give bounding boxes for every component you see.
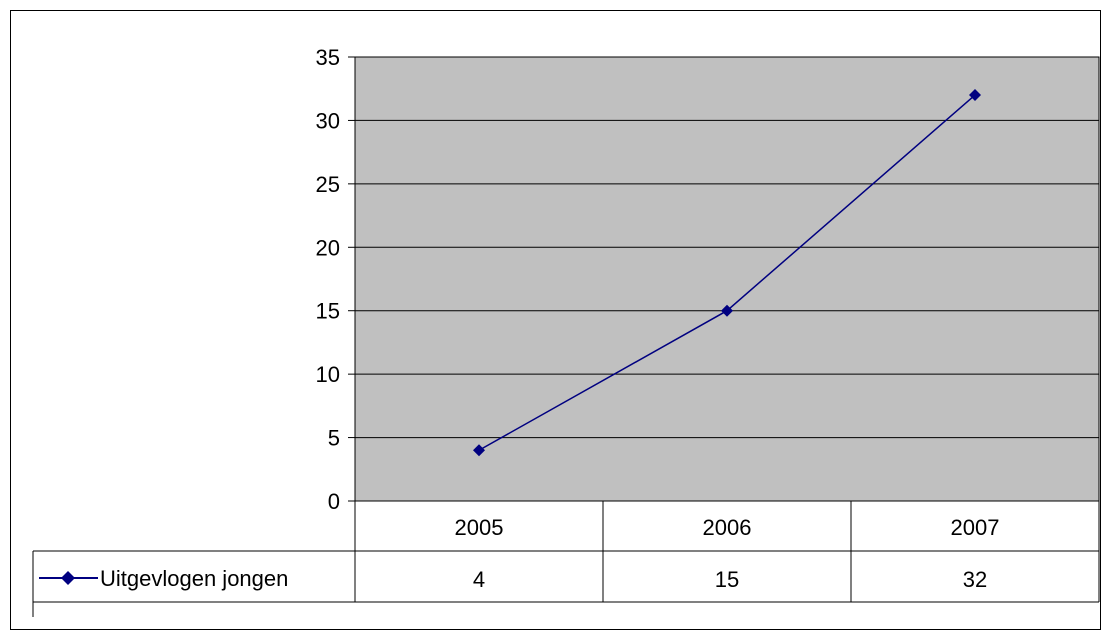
- data-point: [721, 304, 733, 317]
- table-value: 15: [715, 567, 739, 592]
- legend-series-name: Uitgevlogen jongen: [100, 566, 288, 591]
- data-table: 2005 2006 2007 Uitgevlogen jongen 4 15 32: [32, 500, 1100, 617]
- y-tick-label: 35: [316, 45, 340, 70]
- y-tick-label: 10: [316, 362, 340, 387]
- legend-key-marker: [61, 571, 75, 585]
- y-tick-label: 25: [316, 172, 340, 197]
- gridlines: [355, 56, 1099, 439]
- table-value: 32: [963, 567, 987, 592]
- y-axis-ticks: 0 5 10 15 20 25 30 35: [316, 45, 355, 514]
- y-tick-label: 15: [316, 299, 340, 324]
- y-tick-label: 0: [328, 489, 340, 514]
- y-tick-label: 20: [316, 235, 340, 260]
- data-point: [473, 444, 485, 457]
- y-tick-label: 5: [328, 426, 340, 451]
- y-tick-label: 30: [316, 108, 340, 133]
- data-point: [969, 89, 981, 102]
- line-chart: 0 5 10 15 20 25 30 35 2005 2006 2007 Uitgevlogen j…: [32, 45, 1100, 617]
- x-category-label: 2007: [951, 515, 1000, 540]
- x-category-label: 2006: [703, 515, 752, 540]
- series-layer: [473, 89, 981, 457]
- table-value: 4: [473, 567, 485, 592]
- x-category-label: 2005: [455, 515, 504, 540]
- plot-area: [354, 56, 1100, 502]
